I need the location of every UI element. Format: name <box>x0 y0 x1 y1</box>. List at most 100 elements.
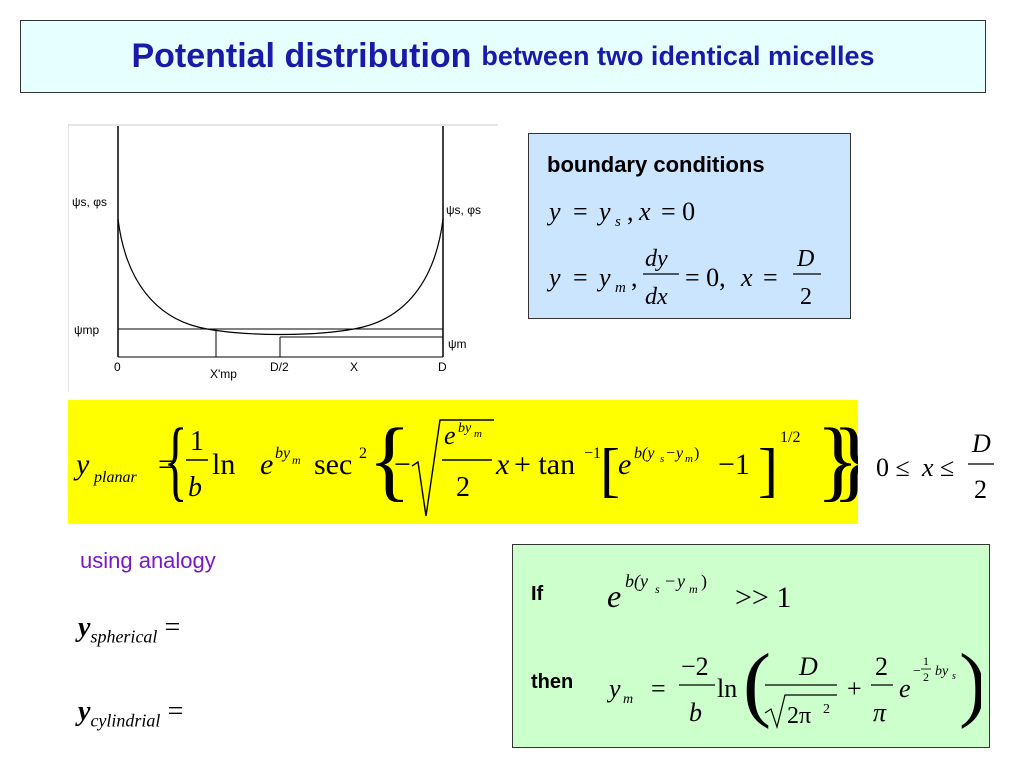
svg-text:): ) <box>959 637 981 730</box>
svg-text:x: x <box>638 197 651 226</box>
tick-d: D <box>438 360 447 374</box>
svg-text:dy: dy <box>645 246 668 272</box>
svg-text:s: s <box>660 453 664 465</box>
svg-text:y: y <box>596 263 611 292</box>
svg-text:x: x <box>495 448 510 481</box>
svg-text:x: x <box>921 453 934 482</box>
analogy-label: using analogy <box>80 548 216 573</box>
svg-text:−2: −2 <box>681 652 709 681</box>
page-subtitle: between two identical micelles <box>481 41 875 71</box>
svg-text:−1: −1 <box>718 448 750 481</box>
svg-text:2: 2 <box>823 702 830 717</box>
if-label: If <box>531 583 544 605</box>
tick-x: X <box>350 360 358 374</box>
svg-text:e: e <box>899 674 911 703</box>
svg-text:y: y <box>546 263 561 292</box>
svg-text:dx: dx <box>645 284 668 310</box>
svg-text:y: y <box>606 674 621 703</box>
svg-text:ln: ln <box>212 448 235 481</box>
svg-text:]: ] <box>758 437 778 503</box>
svg-text:b(y: b(y <box>625 571 648 592</box>
svg-text:=: = <box>573 197 588 226</box>
svg-text:+: + <box>847 674 862 703</box>
svg-text:sec: sec <box>314 448 352 481</box>
svg-text:m: m <box>615 280 626 296</box>
planar-equation: y planar = 1 b ln { e by m sec 2 { − e b… <box>73 409 858 517</box>
svg-text:,: , <box>631 263 638 292</box>
svg-text:by: by <box>935 664 949 679</box>
svg-text:1: 1 <box>190 426 204 457</box>
svg-text:m: m <box>474 428 482 440</box>
right-axis-label: ψs, φs <box>446 203 481 217</box>
condition-box: If then e b(y s − y m ) >> 1 y m = −2 b … <box>512 544 990 748</box>
svg-text:>> 1: >> 1 <box>735 581 791 614</box>
svg-text:e: e <box>607 578 621 614</box>
svg-text:1/2: 1/2 <box>780 429 800 446</box>
svg-text:e: e <box>444 421 456 450</box>
svg-text:ln: ln <box>717 674 737 703</box>
svg-text:=: = <box>763 263 778 292</box>
title-box: Potential distribution between two ident… <box>20 20 986 93</box>
page-title: Potential distribution <box>131 37 472 75</box>
svg-text:=: = <box>158 448 175 481</box>
cylindrical-equals: = <box>167 696 184 727</box>
cylindrical-sub: cylindrial <box>90 710 161 731</box>
svg-text:m: m <box>623 692 633 707</box>
spherical-y: y <box>78 612 91 643</box>
svg-text:,: , <box>627 197 634 226</box>
svg-text:b(y: b(y <box>634 445 655 462</box>
svg-text:2: 2 <box>359 445 367 462</box>
svg-text:D: D <box>796 246 814 272</box>
svg-text:1: 1 <box>923 654 929 668</box>
svg-text:by: by <box>458 421 472 436</box>
svg-text:D: D <box>798 652 818 681</box>
svg-text:≤: ≤ <box>940 453 954 482</box>
svg-text:(: ( <box>743 637 771 730</box>
svg-text:y: y <box>674 445 684 462</box>
then-label: then <box>531 671 574 693</box>
boundary-equations: y = y s , x = 0 y = y m , dy dx = 0, x =… <box>546 197 821 310</box>
svg-text:=: = <box>573 263 588 292</box>
psi-m-label: ψm <box>448 337 467 351</box>
svg-text:}: } <box>832 411 858 510</box>
spherical-sub: spherical <box>90 626 158 647</box>
svg-text:y: y <box>546 197 561 226</box>
svg-text:b: b <box>689 698 702 727</box>
svg-text:= 0,: = 0, <box>685 263 726 292</box>
potential-plot: ψs, φs ψs, φs ψmp ψm 0 X'mp D/2 X D <box>68 124 498 392</box>
boundary-conditions-title: boundary conditions <box>547 152 765 177</box>
planar-range: 0 ≤ x ≤ D 2 <box>876 429 994 504</box>
svg-text:x: x <box>740 263 753 292</box>
svg-text:0 ≤: 0 ≤ <box>876 453 910 482</box>
svg-text:{: { <box>368 411 411 510</box>
cylindrical-equation: ycylindrial = <box>78 696 183 732</box>
tick-xmp: X'mp <box>210 367 237 381</box>
svg-text:[: [ <box>600 437 620 503</box>
svg-text:e: e <box>618 448 631 481</box>
svg-text:{: { <box>164 409 188 509</box>
svg-text:m: m <box>689 582 698 596</box>
boundary-line-1: y = y s , x = 0 <box>546 197 695 230</box>
svg-text:2: 2 <box>974 475 987 504</box>
svg-text:m: m <box>292 453 301 467</box>
svg-text:2: 2 <box>456 472 470 503</box>
boundary-line-2: y = y m , dy dx = 0, x = D 2 <box>546 246 821 310</box>
tick-0: 0 <box>114 360 121 374</box>
svg-text:2π: 2π <box>787 703 811 729</box>
svg-text:=: = <box>651 674 666 703</box>
svg-text:2: 2 <box>875 652 888 681</box>
left-axis-label: ψs, φs <box>72 195 107 209</box>
boundary-conditions-box: boundary conditions y = y s , x = 0 y = … <box>528 133 851 319</box>
svg-text:s: s <box>615 214 621 230</box>
svg-text:2: 2 <box>800 284 812 310</box>
svg-text:−1: −1 <box>584 445 601 462</box>
psi-mp-label: ψmp <box>74 323 100 337</box>
svg-text:}: } <box>816 411 858 510</box>
spherical-equation: yspherical = <box>78 612 180 648</box>
tick-d2: D/2 <box>270 360 289 374</box>
svg-text:y: y <box>596 197 611 226</box>
if-expression: e b(y s − y m ) >> 1 <box>607 571 791 614</box>
svg-text:planar: planar <box>93 469 137 486</box>
then-expression: y m = −2 b ln ( D 2π 2 + 2 π e − 1 2 by … <box>606 637 981 730</box>
condition-equations: e b(y s − y m ) >> 1 y m = −2 b ln ( D 2… <box>606 571 981 730</box>
